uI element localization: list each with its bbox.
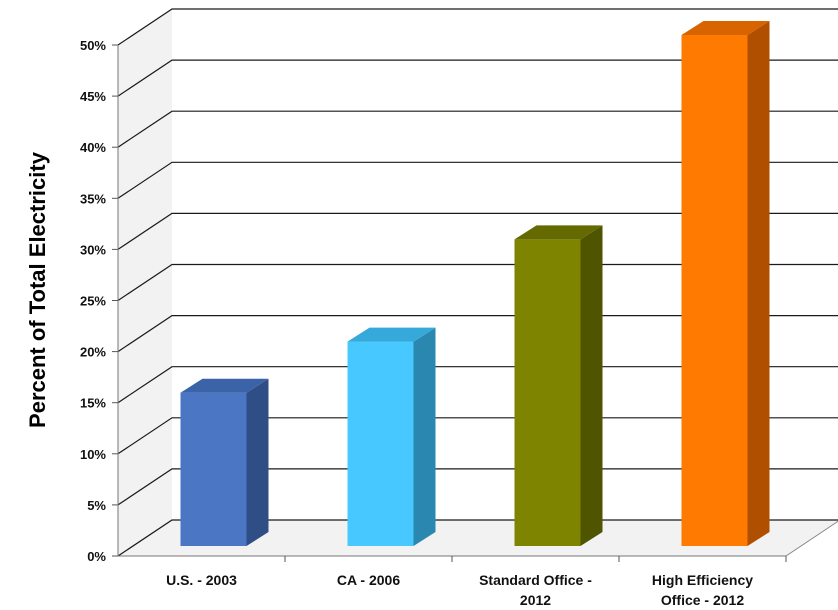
gridline [117,110,838,148]
gridline [117,519,838,557]
x-tick-label-line: 2012 [520,592,551,608]
bar-front [681,35,748,546]
x-tick-label-line: High Efficiency [652,572,753,588]
x-tick-label-line: Office - 2012 [661,592,744,608]
y-tick-label: 15% [80,396,106,411]
y-tick-label: 50% [80,38,106,53]
gridline [117,468,838,506]
gridlines [112,8,838,557]
bar-top [180,378,269,393]
x-tick-label: High Efficiency Office - 2012 [652,572,753,608]
y-tick-label: 45% [80,89,106,104]
bars [180,21,770,546]
gridline [117,417,838,455]
bar-top [514,225,603,240]
x-axis-category-labels: U.S. - 2003 CA - 2006 Standard Office - 201… [166,556,787,608]
y-tick-label: 5% [87,498,106,513]
bar-front [180,392,247,546]
gridline [117,8,838,46]
bar [347,327,436,546]
bar-front [514,239,581,546]
y-tick-label: 30% [80,242,106,257]
bar-side [413,327,436,546]
y-axis-tick-labels: 0% 5% 10% 15% 20% 25% 30% 35% 40% 45% 50% [80,38,106,564]
bar-front [347,341,414,546]
y-tick-label: 0% [87,549,106,564]
bar-side [747,21,770,546]
x-tick-label: Standard Office - 2012 [479,572,592,608]
gridline [117,161,838,199]
bar [180,378,269,546]
bar-side [246,378,269,546]
gridline [117,59,838,97]
gridline [117,315,838,353]
gridline [117,366,838,404]
x-tick-label-line: CA - 2006 [337,572,401,588]
y-tick-label: 25% [80,294,106,309]
x-tick-label: CA - 2006 [337,572,401,588]
bar [681,21,770,546]
bar-side [580,225,603,546]
gridline [117,263,838,301]
gridline [117,212,838,250]
bar-top [347,327,436,342]
bar [514,225,603,546]
y-tick-label: 35% [80,191,106,206]
y-tick-label: 20% [80,345,106,360]
x-tick-label-line: U.S. - 2003 [166,572,237,588]
y-tick-label: 40% [80,140,106,155]
x-tick-label-line: Standard Office - [479,572,592,588]
x-tick-label: U.S. - 2003 [166,572,237,588]
y-tick-label: 10% [80,447,106,462]
y-axis-title: Percent of Total Electricity [25,151,50,428]
bar-top [681,21,770,35]
